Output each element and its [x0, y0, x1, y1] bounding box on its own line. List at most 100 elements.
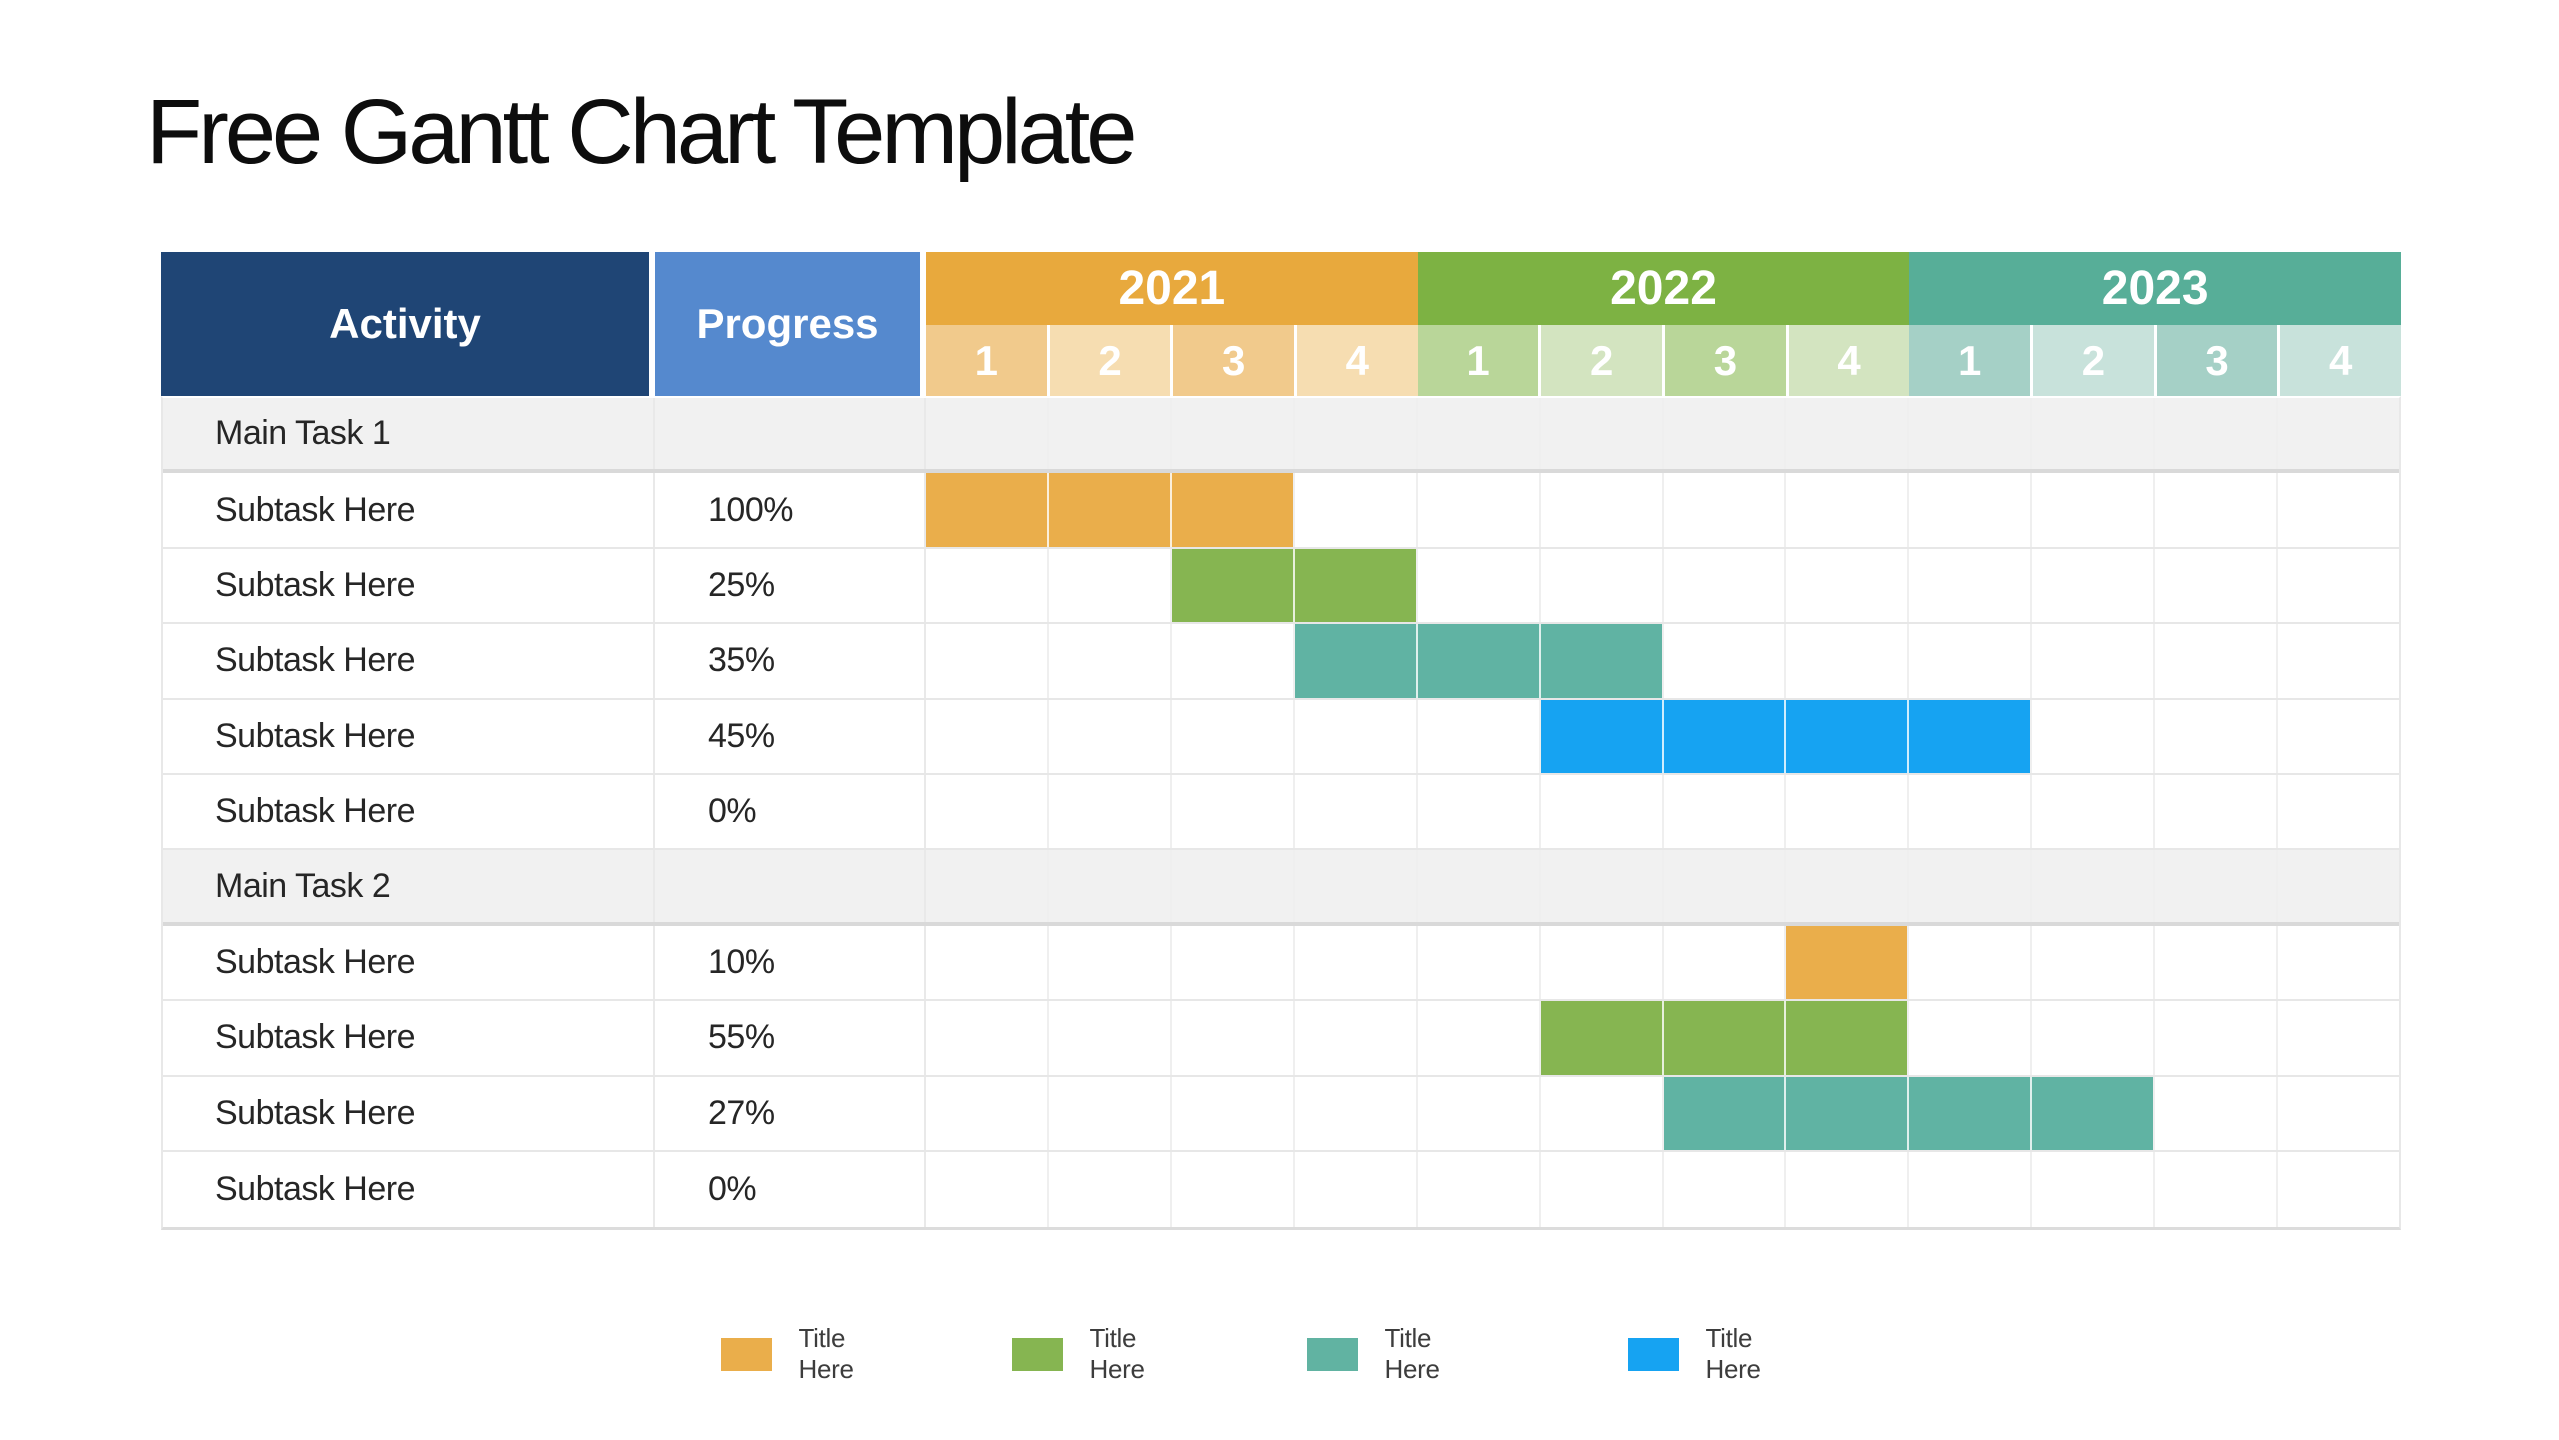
- timeline-cell: [2278, 473, 2399, 546]
- quarter-cell-2023-q2: 2: [2030, 325, 2154, 396]
- progress-cell: 27%: [655, 1076, 926, 1150]
- timeline-cell: [926, 925, 1049, 1000]
- timeline-cell: [2155, 774, 2279, 849]
- timeline-cell: [1049, 1001, 1172, 1075]
- timeline-cell: [1541, 925, 1664, 1000]
- quarter-cell-2022-q4: 4: [1785, 325, 1910, 396]
- timeline-cell: [1909, 1151, 2033, 1228]
- activity-cell: Subtask Here: [163, 774, 655, 849]
- gantt-bar-cell: [1663, 1076, 1787, 1150]
- gantt-bar-cell: [1294, 548, 1418, 623]
- year-header-2021: 2021: [926, 252, 1418, 325]
- timeline-cell: [1172, 774, 1295, 849]
- timeline-cell: [2155, 1001, 2279, 1075]
- activity-header-cell: Activity: [161, 252, 655, 396]
- legend-swatch-icon: [1628, 1337, 1680, 1371]
- timeline-cell: [2032, 398, 2156, 470]
- timeline-cell: [1418, 850, 1541, 922]
- progress-cell: [655, 850, 926, 922]
- timeline-cell: [2155, 473, 2279, 547]
- gantt-bar-cell: [926, 473, 1049, 547]
- timeline-cell: [2278, 624, 2399, 697]
- timeline-cell: [1172, 699, 1295, 773]
- timeline-cell: [1664, 774, 1787, 849]
- timeline-cell: [2278, 1077, 2399, 1150]
- timeline-cell: [1786, 624, 1910, 698]
- timeline-cell: [926, 398, 1049, 470]
- progress-cell: 55%: [655, 1001, 926, 1075]
- timeline-cell: [926, 1001, 1049, 1075]
- timeline-cell: [1049, 850, 1172, 922]
- quarter-cell-2021-q1: 1: [926, 325, 1047, 396]
- legend-item-3: Title Here: [1307, 1323, 1461, 1385]
- quarter-cell-2023-q1: 1: [1909, 325, 2031, 396]
- timeline-cell: [2032, 548, 2156, 623]
- timeline-cell: [1541, 398, 1664, 470]
- timeline-cell: [1786, 398, 1910, 470]
- timeline-cell: [2155, 1076, 2279, 1150]
- activity-cell: Subtask Here: [163, 1076, 655, 1150]
- timeline-cell: [926, 699, 1049, 773]
- timeline-cell: [2278, 1152, 2399, 1227]
- timeline-cell: [1295, 1151, 1418, 1228]
- gantt-bar-cell: [1048, 473, 1172, 547]
- task-row: Subtask Here 10%: [163, 925, 2399, 1002]
- progress-cell: 45%: [655, 699, 926, 773]
- progress-cell: 0%: [655, 1151, 926, 1228]
- task-row: Subtask Here 100%: [163, 473, 2399, 549]
- quarter-cell-2023-q3: 3: [2153, 325, 2278, 396]
- timeline-cell: [1786, 850, 1910, 922]
- timeline-cell: [2278, 1001, 2399, 1074]
- quarter-cell-2021-q3: 3: [1170, 325, 1295, 396]
- quarter-cell-2021-q2: 2: [1046, 325, 1171, 396]
- timeline-cell: [1786, 774, 1910, 849]
- activity-cell: Subtask Here: [163, 548, 655, 623]
- task-row: Subtask Here 35%: [163, 624, 2399, 700]
- timeline-cell: [2155, 1151, 2279, 1228]
- gantt-bar-cell: [1294, 624, 1418, 698]
- timeline-cell: [1418, 548, 1541, 623]
- gantt-bar-cell: [1417, 624, 1541, 698]
- table-body: Main Task 1 Subtask Here 100% Subtask Here 2…: [161, 396, 2401, 1231]
- timeline-cell: [2155, 624, 2279, 698]
- timeline-cell: [2278, 700, 2399, 773]
- timeline-cell: [2278, 850, 2399, 921]
- gantt-bar-cell: [1909, 699, 2033, 773]
- group-row: Main Task 2: [163, 850, 2399, 926]
- timeline-cell: [1172, 850, 1295, 922]
- year-header-2022: 2022: [1417, 252, 1910, 325]
- timeline-cell: [2032, 774, 2156, 849]
- legend-label: Title Here: [1705, 1323, 1761, 1384]
- task-row: Subtask Here 27%: [163, 1076, 2399, 1152]
- quarter-cell-2022-q1: 1: [1417, 325, 1539, 396]
- timeline-cell: [1786, 1151, 1910, 1228]
- timeline-cell: [2155, 925, 2279, 1000]
- timeline-cell: [1418, 1076, 1541, 1150]
- timeline-cell: [1541, 548, 1664, 623]
- timeline-cell: [1664, 548, 1787, 623]
- timeline-cell: [2032, 624, 2156, 698]
- progress-cell: 35%: [655, 624, 926, 698]
- gantt-bar-cell: [1786, 699, 1910, 773]
- quarter-cell-2022-q2: 2: [1538, 325, 1663, 396]
- task-row: Subtask Here 45%: [163, 699, 2399, 775]
- quarter-cell-2021-q4: 4: [1294, 325, 1418, 396]
- timeline-cell: [1295, 850, 1418, 922]
- timeline-cell: [1418, 774, 1541, 849]
- timeline-cell: [1909, 925, 2033, 1000]
- timeline-cell: [1664, 624, 1787, 698]
- progress-cell: [655, 398, 926, 470]
- page-title: Free Gantt Chart Template: [146, 81, 1137, 183]
- timeline-cell: [1049, 1151, 1172, 1228]
- timeline-cell: [2155, 398, 2279, 470]
- timeline-cell: [1049, 925, 1172, 1000]
- timeline-cell: [1295, 1001, 1418, 1075]
- legend-label: Title Here: [1384, 1323, 1440, 1384]
- timeline-cell: [1049, 699, 1172, 773]
- timeline-cell: [1418, 398, 1541, 470]
- timeline-cell: [1909, 850, 2033, 922]
- year-header-2023: 2023: [1909, 252, 2402, 325]
- legend-item-4: Title Here: [1628, 1323, 1782, 1385]
- task-row: Subtask Here 0%: [163, 1151, 2399, 1228]
